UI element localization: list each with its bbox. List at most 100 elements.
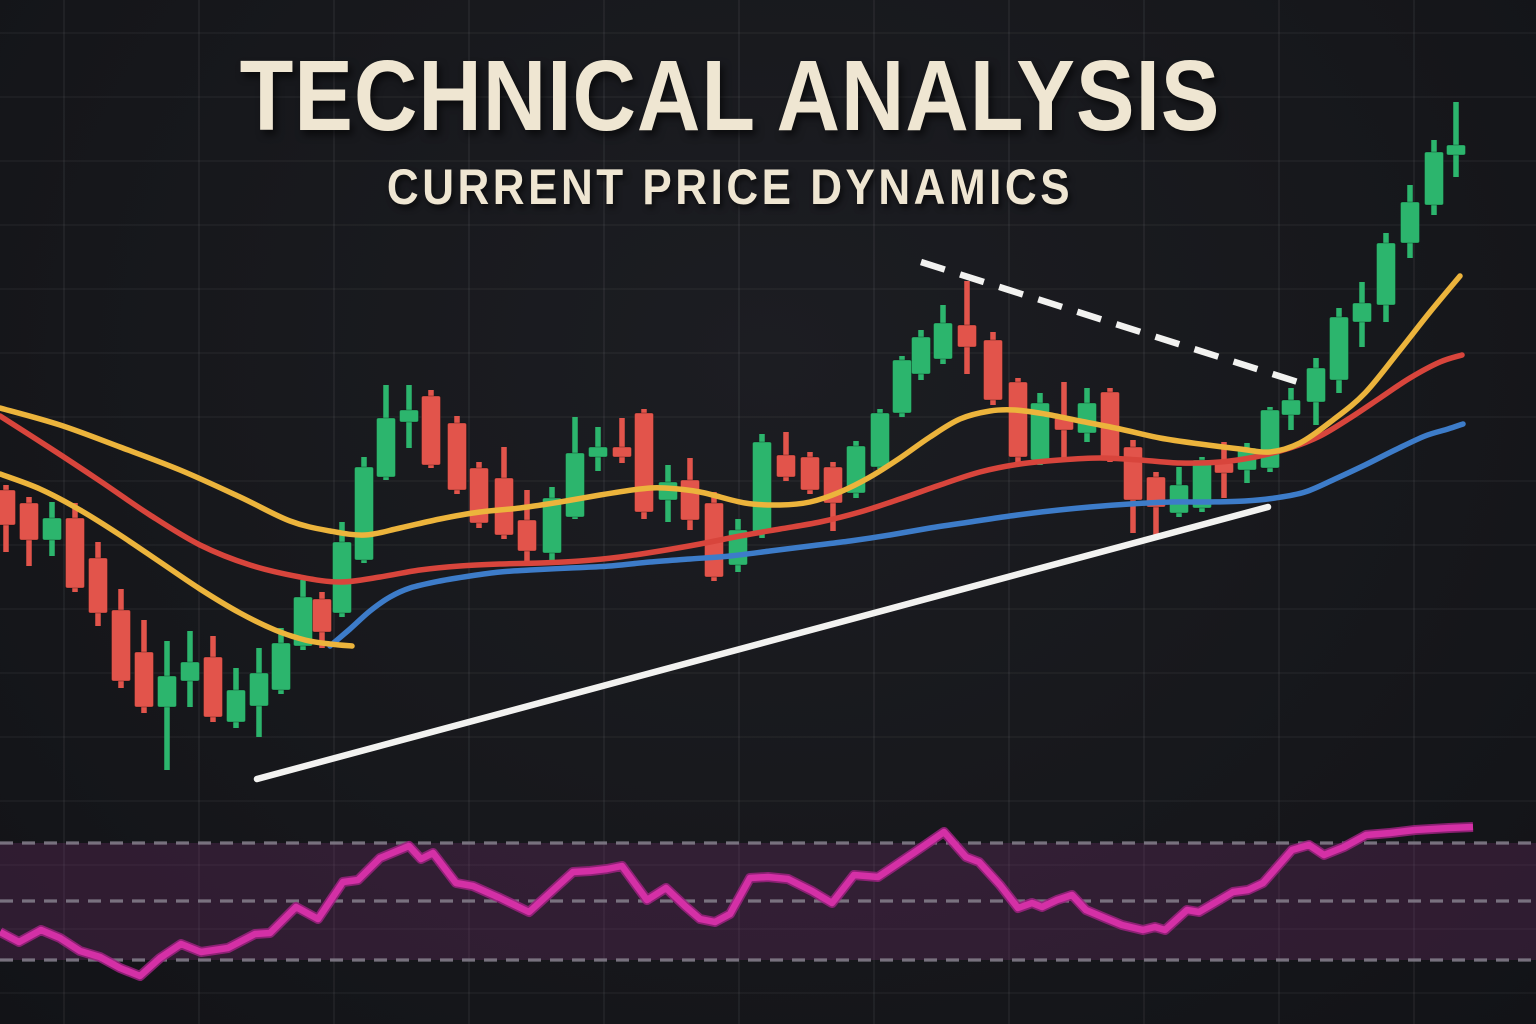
- candle-bearish: [494, 447, 514, 539]
- candle-bullish: [1446, 102, 1466, 177]
- candle-body: [1169, 484, 1189, 514]
- candle-bullish: [399, 385, 419, 448]
- candle-bearish: [957, 281, 977, 374]
- candle-bullish: [658, 465, 678, 522]
- candle-body: [752, 441, 772, 533]
- candle-body: [957, 324, 977, 348]
- candle-bearish: [800, 452, 820, 494]
- candle-body: [354, 466, 374, 561]
- candle-bearish: [0, 485, 16, 552]
- candle-bullish: [1260, 407, 1280, 472]
- candle-bearish: [421, 390, 441, 468]
- candle-body: [1446, 144, 1466, 156]
- candle-bearish: [19, 497, 39, 566]
- candle-body: [134, 651, 154, 708]
- candle-bullish: [157, 641, 177, 770]
- candle-body: [226, 689, 246, 723]
- candle-body: [42, 517, 62, 541]
- candle-body: [312, 598, 332, 633]
- candle-body: [612, 446, 632, 458]
- candle-body: [634, 412, 654, 513]
- candle-bullish: [1306, 358, 1326, 425]
- candle-bullish: [588, 427, 608, 471]
- candle-body: [157, 675, 177, 708]
- candle-bullish: [1329, 308, 1349, 393]
- candle-bullish: [1400, 185, 1420, 258]
- candle-body: [180, 661, 200, 682]
- candle-body: [1424, 151, 1444, 206]
- candle-bearish: [1123, 440, 1143, 533]
- candle-body: [1123, 446, 1143, 501]
- candle-body: [776, 454, 796, 478]
- candle-body: [447, 422, 467, 491]
- ma-gold-left-segment-line: [0, 471, 355, 649]
- candle-body: [421, 395, 441, 466]
- candle-body: [399, 409, 419, 423]
- candle-bullish: [42, 502, 62, 556]
- candle-body: [680, 479, 700, 521]
- candle-bearish: [134, 620, 154, 713]
- candle-bearish: [65, 503, 85, 592]
- candle-bullish: [1352, 282, 1372, 347]
- candle-bullish: [354, 457, 374, 563]
- candle-wick: [619, 418, 625, 463]
- candle-wick: [1453, 102, 1459, 177]
- candle-body: [1400, 201, 1420, 244]
- candle-body: [376, 417, 396, 478]
- candle-body: [1077, 402, 1097, 434]
- candle-bearish: [469, 462, 489, 528]
- candle-body: [588, 446, 608, 458]
- candle-body: [332, 541, 352, 614]
- descending-resistance-trendline: [920, 258, 1305, 388]
- ma-gold-fast-line: [0, 273, 1463, 538]
- ma-blue-slow-line: [327, 421, 1466, 649]
- candle-bearish: [983, 332, 1003, 405]
- candle-body: [933, 322, 953, 360]
- candle-bullish: [892, 356, 912, 417]
- candle-body: [1376, 242, 1396, 306]
- candle-body: [1281, 399, 1301, 416]
- candle-bearish: [312, 592, 332, 648]
- candle-body: [1306, 367, 1326, 403]
- candle-bullish: [542, 487, 562, 562]
- candle-bearish: [517, 490, 537, 566]
- candle-bullish: [1030, 393, 1050, 465]
- candle-body: [1260, 409, 1280, 469]
- candle-bullish: [1077, 388, 1097, 442]
- candle-bearish: [704, 492, 724, 581]
- candle-body: [1192, 459, 1212, 509]
- candle-bullish: [332, 522, 352, 617]
- candle-bullish: [933, 305, 953, 364]
- candle-bullish: [565, 417, 585, 519]
- candle-body: [565, 452, 585, 518]
- candle-body: [88, 557, 108, 614]
- candle-body: [1008, 381, 1028, 458]
- candle-body: [542, 497, 562, 554]
- candle-body: [19, 502, 39, 541]
- candle-bullish: [249, 648, 269, 737]
- candle-bearish: [1214, 442, 1234, 498]
- candle-body: [203, 656, 223, 718]
- candle-body: [0, 489, 16, 526]
- candle-bearish: [1054, 382, 1074, 462]
- candle-body: [870, 412, 890, 468]
- candle-body: [249, 672, 269, 707]
- candle-bullish: [728, 519, 748, 572]
- candle-body: [983, 339, 1003, 401]
- oscillator-line: [0, 823, 1474, 980]
- candle-body: [271, 642, 291, 691]
- candle-bearish: [612, 418, 632, 463]
- ascending-support-trendline: [253, 503, 1272, 783]
- candle-bearish: [88, 542, 108, 626]
- candle-bullish: [870, 409, 890, 469]
- candle-body: [517, 519, 537, 552]
- candle-body: [800, 456, 820, 491]
- candle-body: [111, 609, 131, 682]
- candle-body: [1329, 316, 1349, 381]
- candle-bullish: [1192, 457, 1212, 512]
- candle-bullish: [1281, 388, 1301, 430]
- candle-bearish: [203, 636, 223, 722]
- candle-body: [1352, 302, 1372, 323]
- candle-bearish: [1008, 378, 1028, 463]
